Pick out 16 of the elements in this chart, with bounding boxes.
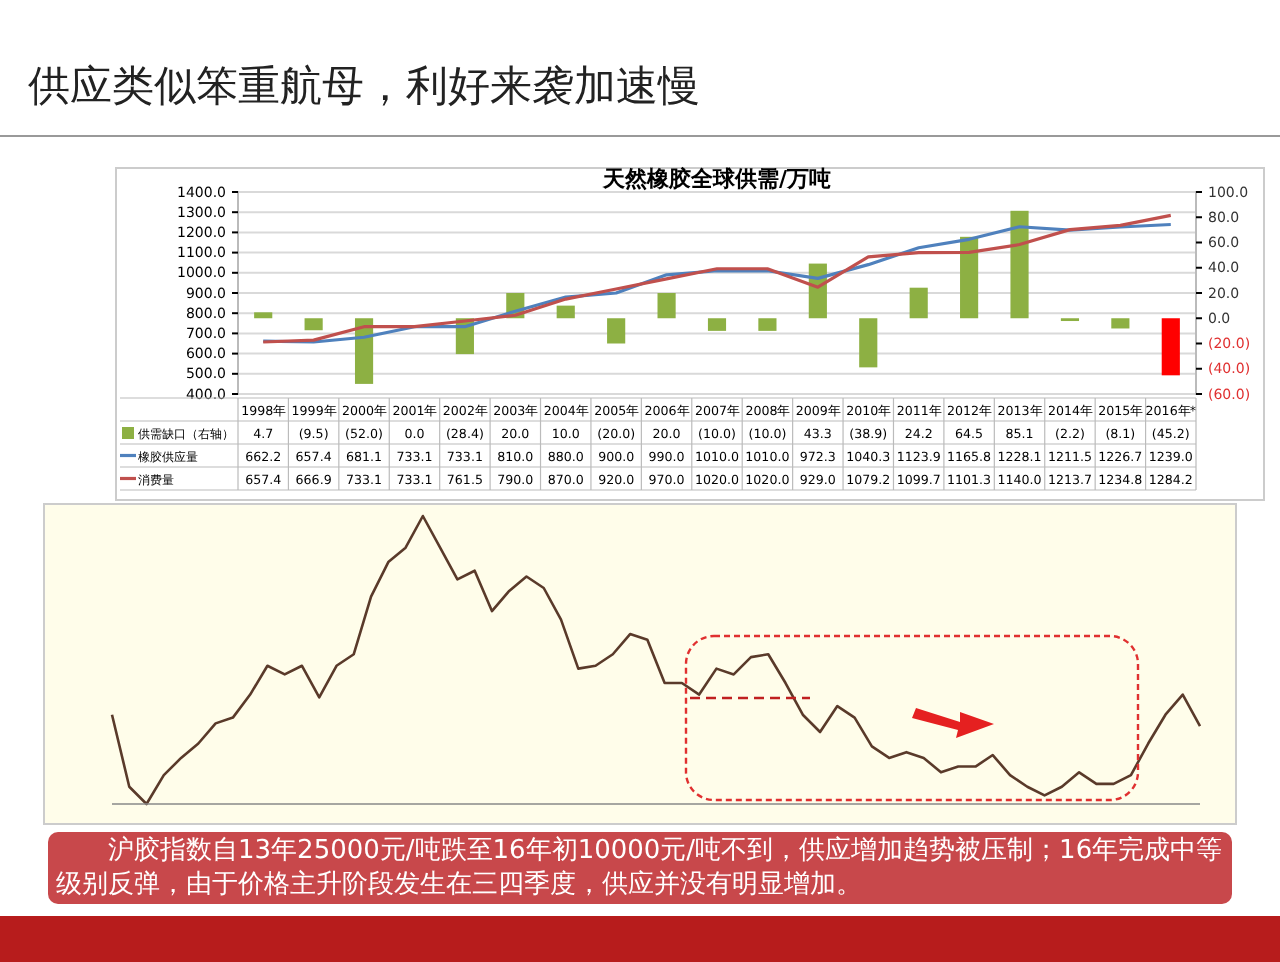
text: 沪胶指数自13年25000元/吨跌至16年初10000元/吨不到，供应增加趋势被压制；16年完成中等级别反弹，由于价格主升阶段发生在三四季度，供应并没有明显增加。 [56, 834, 1224, 902]
bar [304, 318, 323, 331]
bar [657, 293, 676, 319]
bar [556, 305, 575, 319]
bar [254, 312, 273, 319]
bar [758, 318, 777, 331]
text: 供应类似笨重航母，利好来袭加速慢 [28, 62, 700, 110]
bar [960, 236, 979, 319]
bar [1161, 318, 1180, 376]
bar [1010, 210, 1029, 319]
chart-title: 天然橡胶全球供需/万吨 [600, 166, 832, 192]
bar [607, 318, 626, 344]
bar [1111, 318, 1130, 329]
bar [909, 287, 928, 319]
bar [707, 318, 727, 331]
bar [859, 318, 878, 368]
